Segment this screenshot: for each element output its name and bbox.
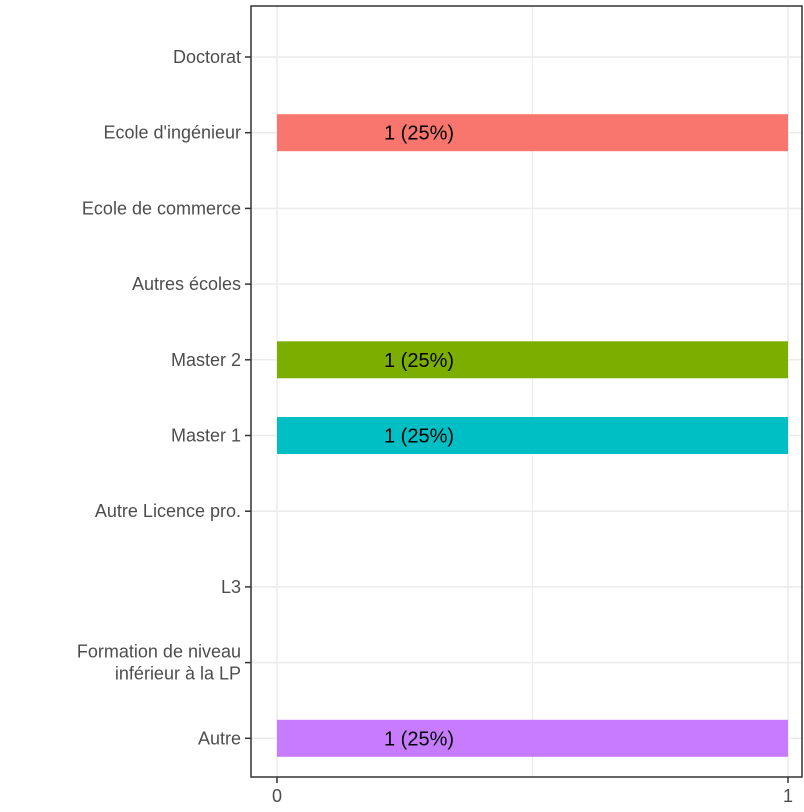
- bar-label: 1 (25%): [384, 123, 454, 145]
- category-label: Autres écoles: [132, 274, 241, 294]
- x-tick-label: 1: [783, 786, 793, 806]
- x-tick-label: 0: [272, 786, 282, 806]
- category-label: Ecole d'ingénieur: [103, 123, 241, 143]
- category-label: Autre: [198, 728, 241, 748]
- bar-label: 1 (25%): [384, 728, 454, 750]
- y-axis: Doctorat Ecole d'ingénieur Ecole de commer…: [77, 47, 251, 748]
- bar: [277, 114, 788, 152]
- category-label: Autre Licence pro.: [95, 501, 241, 521]
- bars: [277, 114, 788, 757]
- category-label: Master 1: [171, 426, 241, 446]
- bar: [277, 719, 788, 757]
- category-label: L3: [221, 577, 241, 597]
- bar-label: 1 (25%): [384, 350, 454, 372]
- bar: [277, 341, 788, 379]
- category-label: Ecole de commerce: [82, 198, 241, 218]
- category-label: Doctorat: [173, 47, 241, 67]
- bar-labels: 1 (25%) 1 (25%) 1 (25%) 1 (25%): [384, 123, 454, 751]
- bar: [277, 417, 788, 454]
- bar-label: 1 (25%): [384, 426, 454, 448]
- category-label: Formation de niveau inférieur à la LP: [77, 642, 241, 684]
- category-label: Master 2: [171, 350, 241, 370]
- plot-panel-border: [250, 5, 803, 778]
